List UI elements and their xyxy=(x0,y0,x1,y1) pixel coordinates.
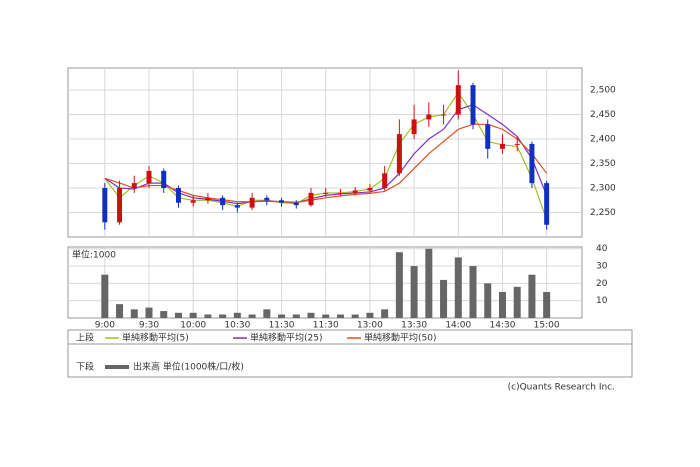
candle-body xyxy=(190,200,196,203)
volume-bar xyxy=(484,283,492,318)
y-tick-label: 2,350 xyxy=(590,159,616,169)
volume-bar xyxy=(101,274,109,318)
y-tick-label: 2,250 xyxy=(590,208,616,218)
volume-bar xyxy=(204,314,212,318)
candle-body xyxy=(455,85,461,115)
volume-bar xyxy=(278,314,286,318)
volume-bar xyxy=(528,274,536,318)
y-tick-label: 20 xyxy=(596,279,608,289)
candle-body xyxy=(396,134,402,174)
candle-body xyxy=(499,143,505,149)
candle-body xyxy=(234,205,240,208)
candle-body xyxy=(529,143,535,184)
volume-bar xyxy=(116,304,124,318)
volume-bar xyxy=(440,279,448,318)
candle-body xyxy=(352,190,358,193)
volume-bar xyxy=(454,257,462,318)
y-tick-label: 40 xyxy=(596,244,608,254)
volume-bar xyxy=(307,312,315,318)
candle-body xyxy=(544,183,550,225)
volume-bar xyxy=(381,309,389,318)
candle-body xyxy=(337,192,343,194)
x-tick-label: 14:30 xyxy=(490,321,516,331)
x-tick-label: 10:00 xyxy=(180,321,206,331)
candle-body xyxy=(485,124,491,149)
candle-body xyxy=(102,188,108,223)
volume-bar xyxy=(322,314,330,318)
y-tick-label: 10 xyxy=(596,296,608,306)
candle-body xyxy=(205,197,211,201)
volume-bar xyxy=(410,266,418,318)
candle-body xyxy=(323,192,329,194)
candle-body xyxy=(264,197,270,201)
volume-bar xyxy=(543,292,551,318)
candle-body xyxy=(117,188,123,223)
volume-bar xyxy=(498,292,506,318)
x-tick-label: 13:00 xyxy=(357,321,383,331)
candle-body xyxy=(220,197,226,206)
x-tick-label: 9:00 xyxy=(95,321,115,331)
candle-body xyxy=(279,200,285,203)
x-tick-label: 9:30 xyxy=(139,321,159,331)
volume-bar xyxy=(292,314,300,318)
legend-label: 単純移動平均(5) xyxy=(122,332,189,344)
volume-bar xyxy=(513,286,521,318)
candle-body xyxy=(470,85,476,125)
x-tick-label: 11:30 xyxy=(313,321,339,331)
legend-label: 出来高 単位(1000株/口/枚) xyxy=(133,361,244,373)
candle-body xyxy=(411,119,417,135)
legend-swatch xyxy=(105,365,129,369)
volume-bar xyxy=(219,314,227,318)
volume-bar xyxy=(469,266,477,318)
legend-label: 単純移動平均(25) xyxy=(250,332,322,344)
candle-body xyxy=(382,173,388,189)
volume-bar xyxy=(395,252,403,318)
x-tick-label: 13:30 xyxy=(401,321,427,331)
x-tick-label: 14:00 xyxy=(445,321,471,331)
y-tick-label: 2,450 xyxy=(590,110,616,120)
y-tick-label: 2,400 xyxy=(590,135,616,145)
candle-body xyxy=(161,170,167,189)
candle-body xyxy=(175,188,181,203)
volume-bar xyxy=(336,314,344,318)
volume-bar xyxy=(160,311,168,318)
candle-body xyxy=(131,183,137,189)
credit: (c)Quants Research Inc. xyxy=(508,383,615,393)
y-tick-label: 2,300 xyxy=(590,184,616,194)
candle-body xyxy=(426,114,432,120)
candle-body xyxy=(293,202,299,206)
x-tick-label: 15:00 xyxy=(534,321,560,331)
y-tick-label: 2,500 xyxy=(590,86,616,96)
x-tick-label: 10:30 xyxy=(224,321,250,331)
volume-bar xyxy=(366,312,374,318)
volume-bar xyxy=(233,312,241,318)
candle-body xyxy=(308,192,314,206)
candle-body xyxy=(367,188,373,191)
x-tick-label: 11:30 xyxy=(269,321,295,331)
price-panel xyxy=(67,67,583,238)
candle-body xyxy=(441,114,447,116)
volume-bar xyxy=(174,312,182,318)
volume-bar xyxy=(263,309,271,318)
volume-bar xyxy=(425,248,433,318)
legend-upper: 上段 xyxy=(76,332,94,344)
volume-bar xyxy=(189,312,197,318)
legend-lower: 下段 xyxy=(76,361,94,373)
volume-bar xyxy=(130,309,138,318)
candle-body xyxy=(249,197,255,208)
volume-bar xyxy=(351,314,359,318)
legend-box xyxy=(67,329,633,378)
volume-unit: 単位:1000 xyxy=(72,249,116,261)
candle-body xyxy=(514,143,520,145)
legend-label: 単純移動平均(50) xyxy=(364,332,436,344)
volume-bar xyxy=(248,314,256,318)
volume-bar xyxy=(145,307,153,318)
candle-body xyxy=(146,170,152,184)
y-tick-label: 30 xyxy=(596,262,608,272)
